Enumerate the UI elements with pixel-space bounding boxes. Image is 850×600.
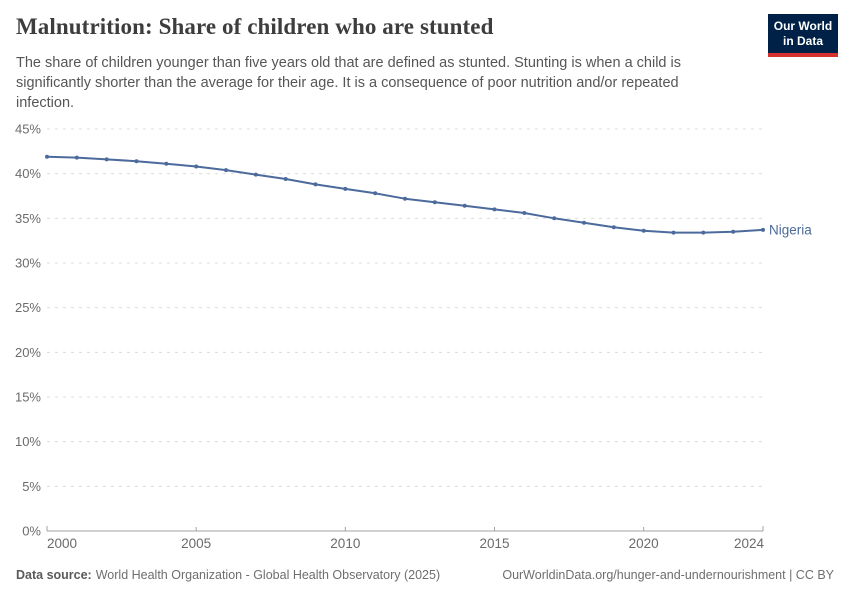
y-axis-tick-label: 35% <box>15 211 41 226</box>
data-point[interactable] <box>761 227 765 232</box>
x-axis-tick-label: 2020 <box>629 536 659 551</box>
data-point[interactable] <box>731 229 736 234</box>
data-point[interactable] <box>701 230 706 235</box>
data-point[interactable] <box>74 155 79 160</box>
y-axis-tick-label: 0% <box>22 524 41 539</box>
y-axis-tick-label: 30% <box>15 256 41 271</box>
data-point[interactable] <box>343 186 348 191</box>
data-point[interactable] <box>134 159 139 164</box>
data-point[interactable] <box>432 200 437 205</box>
series-entity-label[interactable]: Nigeria <box>769 222 812 237</box>
x-axis-tick-label: 2024 <box>734 536 765 551</box>
data-point[interactable] <box>492 207 497 212</box>
data-point[interactable] <box>45 154 49 159</box>
data-point[interactable] <box>671 230 676 235</box>
y-axis-tick-label: 25% <box>15 300 41 315</box>
owid-logo-line2: in Data <box>782 34 823 48</box>
x-axis-tick-label: 2015 <box>479 536 509 551</box>
y-axis-tick-label: 20% <box>15 345 41 360</box>
data-point[interactable] <box>611 225 616 230</box>
y-axis-tick-label: 40% <box>15 166 41 181</box>
data-source-note: Data source: World Health Organization - … <box>16 568 440 582</box>
data-point[interactable] <box>641 228 646 233</box>
y-axis-tick-label: 10% <box>15 434 41 449</box>
data-point[interactable] <box>253 172 258 177</box>
data-point[interactable] <box>104 157 109 162</box>
data-point[interactable] <box>403 196 407 201</box>
data-point[interactable] <box>194 164 199 169</box>
x-axis-tick-label: 2010 <box>330 536 360 551</box>
y-axis-tick-label: 45% <box>15 122 41 137</box>
owid-citation-link[interactable]: OurWorldinData.org/hunger-and-undernouri… <box>502 568 834 582</box>
owid-logo-line1: Our World <box>773 19 833 33</box>
x-axis-tick-label: 2000 <box>47 536 77 551</box>
data-point[interactable] <box>224 168 228 173</box>
data-point[interactable] <box>283 177 288 181</box>
data-point[interactable] <box>552 216 557 221</box>
data-point[interactable] <box>313 182 318 187</box>
series-line[interactable] <box>46 155 764 234</box>
chart-footer: Data source: World Health Organization - … <box>16 568 834 582</box>
data-point[interactable] <box>164 161 169 166</box>
data-source-label: Data source: <box>16 568 92 582</box>
data-point[interactable] <box>522 211 527 215</box>
chart-subtitle: The share of children younger than five … <box>16 55 681 111</box>
chart-title: Malnutrition: Share of children who are … <box>16 14 494 39</box>
data-source-value: World Health Organization - Global Healt… <box>95 568 441 582</box>
y-axis-tick-label: 5% <box>22 479 41 494</box>
y-axis-tick-label: 15% <box>15 390 41 405</box>
data-point[interactable] <box>582 220 586 225</box>
data-point[interactable] <box>462 203 467 208</box>
data-point[interactable] <box>373 191 378 196</box>
owid-logo[interactable]: Our World in Data <box>768 14 838 57</box>
x-axis-tick-label: 2005 <box>181 536 211 551</box>
